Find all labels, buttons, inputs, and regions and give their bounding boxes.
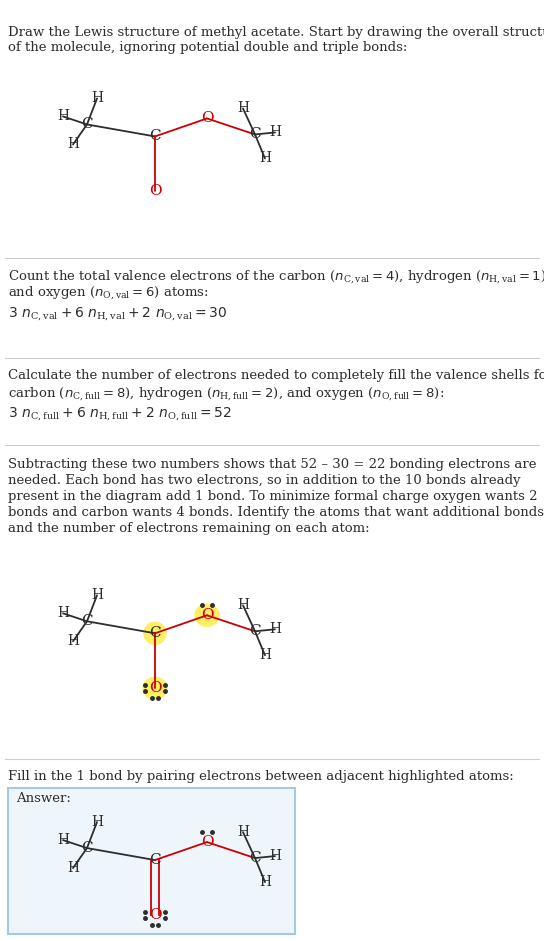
Text: O: O	[149, 681, 162, 695]
Text: carbon ($n_\mathregular{C,full}=8$), hydrogen ($n_\mathregular{H,full}=2$), and : carbon ($n_\mathregular{C,full}=8$), hyd…	[8, 385, 444, 402]
Ellipse shape	[143, 678, 167, 699]
Text: and the number of electrons remaining on each atom:: and the number of electrons remaining on…	[8, 522, 369, 535]
Text: C: C	[81, 841, 93, 855]
Text: O: O	[149, 184, 162, 199]
Text: Answer:: Answer:	[16, 791, 71, 805]
Text: H: H	[269, 849, 281, 863]
Text: C: C	[249, 624, 261, 638]
Ellipse shape	[195, 604, 219, 627]
Text: H: H	[91, 815, 103, 829]
Text: Draw the Lewis structure of methyl acetate. Start by drawing the overall structu: Draw the Lewis structure of methyl aceta…	[8, 26, 544, 55]
Text: H: H	[57, 833, 69, 847]
Text: C: C	[149, 627, 161, 640]
Text: H: H	[67, 861, 79, 875]
Text: H: H	[67, 137, 79, 152]
Text: C: C	[149, 130, 161, 143]
Text: O: O	[149, 908, 162, 922]
Text: $3\ n_\mathregular{C,val}+6\ n_\mathregular{H,val}+2\ n_\mathregular{O,val}=30$: $3\ n_\mathregular{C,val}+6\ n_\mathregu…	[8, 305, 227, 323]
Text: H: H	[57, 606, 69, 620]
Text: C: C	[149, 853, 161, 867]
Text: O: O	[201, 608, 213, 622]
Text: needed. Each bond has two electrons, so in addition to the 10 bonds already: needed. Each bond has two electrons, so …	[8, 474, 521, 487]
Text: C: C	[81, 614, 93, 629]
Text: H: H	[259, 152, 271, 166]
Text: H: H	[259, 875, 271, 889]
Text: H: H	[237, 825, 249, 839]
Text: Count the total valence electrons of the carbon ($n_\mathregular{C,val}=4$), hyd: Count the total valence electrons of the…	[8, 268, 544, 285]
Text: O: O	[201, 835, 213, 849]
Text: H: H	[259, 648, 271, 662]
Text: present in the diagram add 1 bond. To minimize formal charge oxygen wants 2: present in the diagram add 1 bond. To mi…	[8, 490, 537, 503]
Text: H: H	[269, 125, 281, 139]
Text: Fill in the 1 bond by pairing electrons between adjacent highlighted atoms:: Fill in the 1 bond by pairing electrons …	[8, 770, 514, 783]
Text: Calculate the number of electrons needed to completely fill the valence shells f: Calculate the number of electrons needed…	[8, 369, 544, 382]
Text: O: O	[201, 111, 213, 125]
Text: Subtracting these two numbers shows that 52 – 30 = 22 bonding electrons are: Subtracting these two numbers shows that…	[8, 458, 536, 471]
Text: H: H	[91, 91, 103, 105]
Text: H: H	[57, 109, 69, 123]
Ellipse shape	[144, 622, 166, 645]
Text: C: C	[81, 118, 93, 132]
Text: H: H	[237, 598, 249, 613]
FancyBboxPatch shape	[8, 788, 295, 934]
Text: $3\ n_\mathregular{C,full}+6\ n_\mathregular{H,full}+2\ n_\mathregular{O,full}=5: $3\ n_\mathregular{C,full}+6\ n_\mathreg…	[8, 406, 232, 423]
Text: H: H	[67, 634, 79, 648]
Text: bonds and carbon wants 4 bonds. Identify the atoms that want additional bonds: bonds and carbon wants 4 bonds. Identify…	[8, 506, 544, 519]
Text: C: C	[249, 851, 261, 865]
Text: and oxygen ($n_\mathregular{O,val}=6$) atoms:: and oxygen ($n_\mathregular{O,val}=6$) a…	[8, 284, 209, 301]
Text: C: C	[249, 127, 261, 141]
Text: H: H	[269, 622, 281, 636]
Text: H: H	[91, 588, 103, 602]
Text: H: H	[237, 102, 249, 116]
